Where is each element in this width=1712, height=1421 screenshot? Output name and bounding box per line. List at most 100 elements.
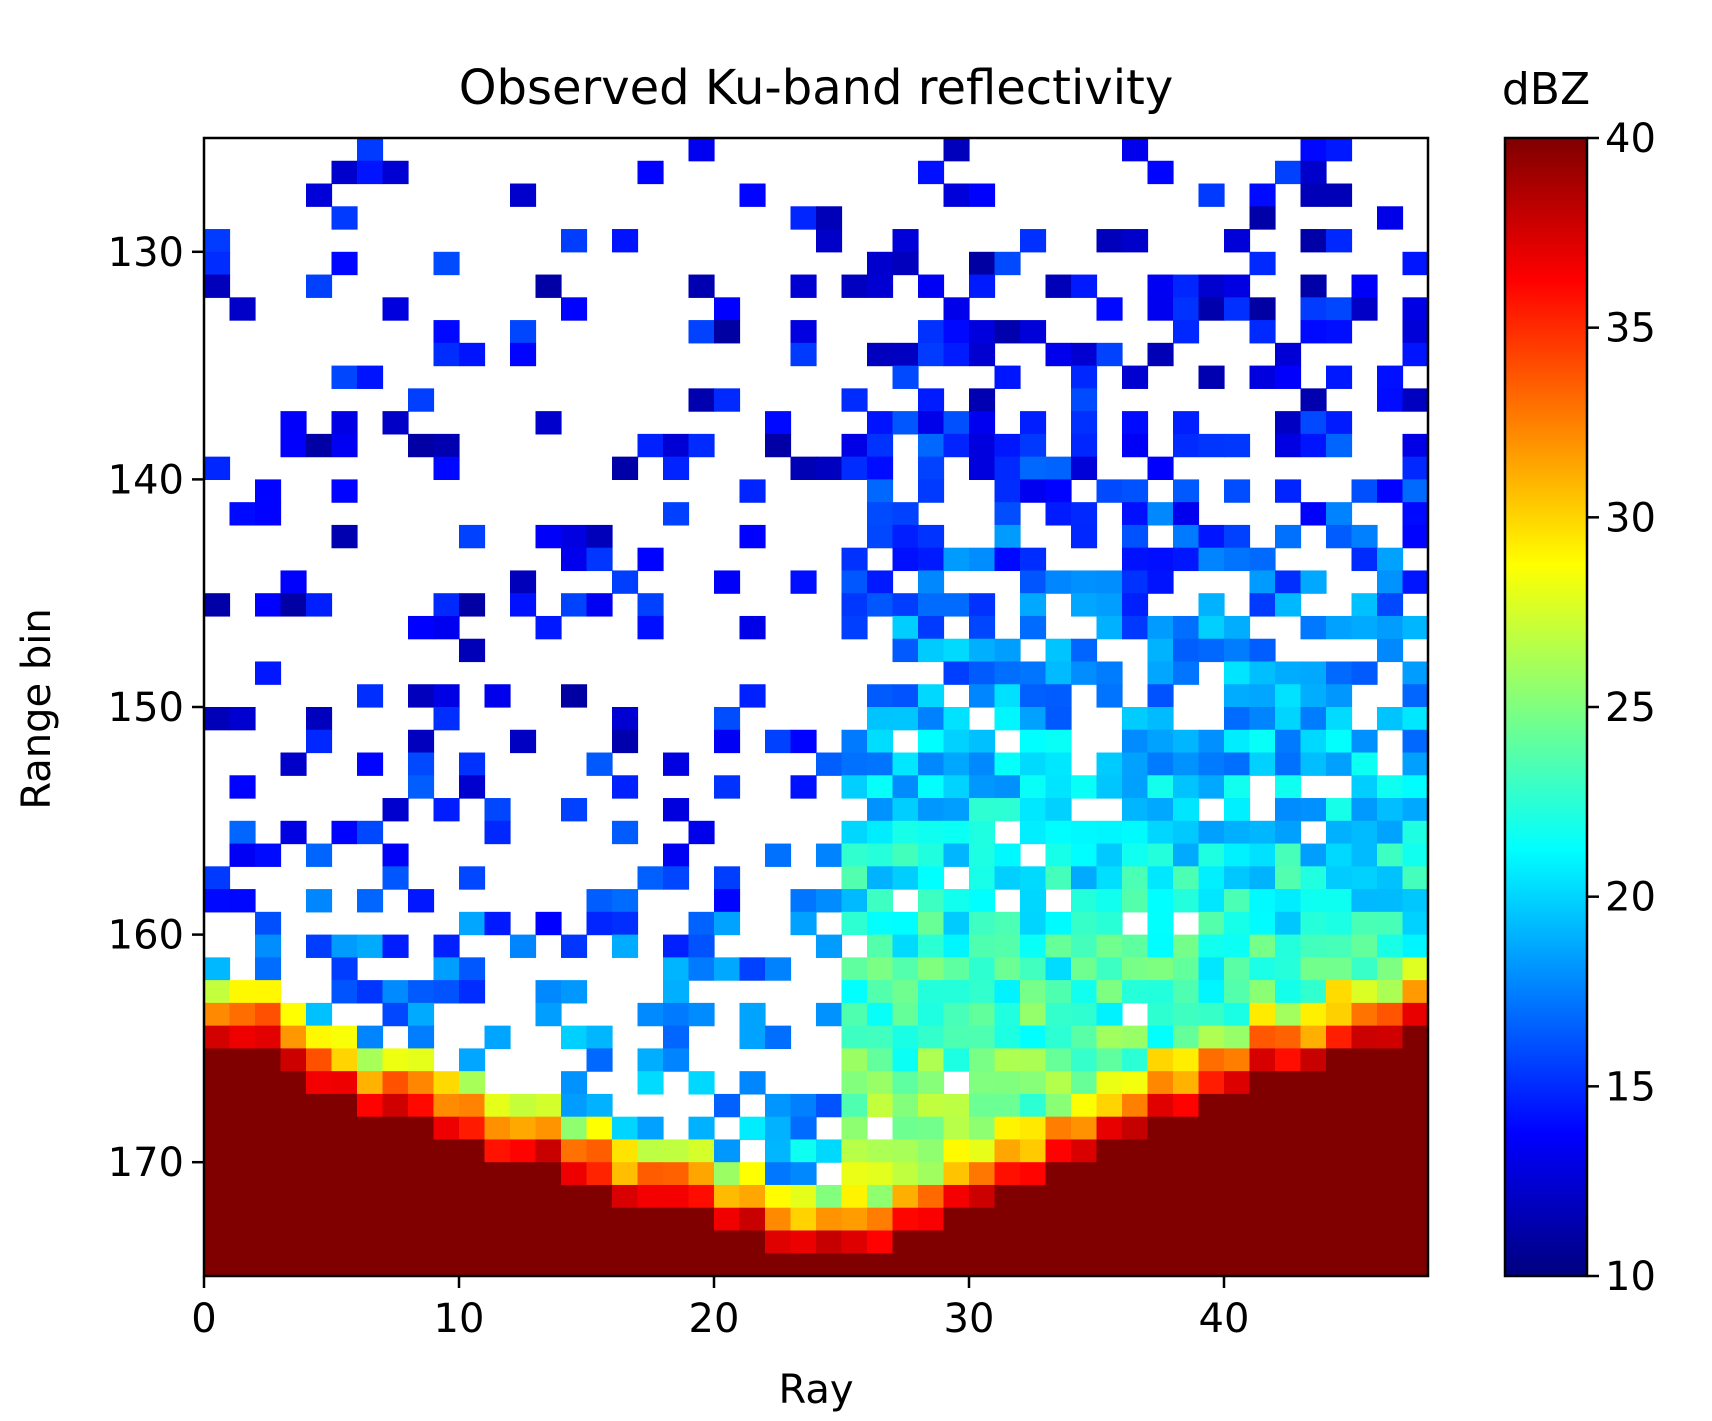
heatmap-cell xyxy=(1071,1093,1098,1118)
heatmap-cell xyxy=(1096,1139,1123,1163)
heatmap-cell xyxy=(459,980,486,1004)
heatmap-cell xyxy=(637,1002,664,1027)
heatmap-cell xyxy=(204,1207,231,1232)
heatmap-cell xyxy=(612,570,639,594)
heatmap-cell xyxy=(1045,798,1072,822)
heatmap-cell xyxy=(1275,1048,1302,1072)
heatmap-cell xyxy=(1045,934,1072,958)
heatmap-cell xyxy=(280,1253,307,1277)
heatmap-cell xyxy=(714,1230,741,1254)
heatmap-cell xyxy=(1377,1184,1404,1209)
heatmap-cell xyxy=(331,820,358,845)
heatmap-cell xyxy=(841,1025,868,1049)
heatmap-cell xyxy=(1122,1230,1149,1254)
heatmap-cell xyxy=(331,957,358,981)
y-axis-label: Range bin xyxy=(14,608,60,809)
heatmap-cell xyxy=(433,593,460,617)
heatmap-cell xyxy=(637,1230,664,1254)
heatmap-cell xyxy=(1249,1139,1276,1163)
heatmap-cell xyxy=(943,411,970,435)
heatmap-cell xyxy=(841,1230,868,1254)
heatmap-cell xyxy=(1300,934,1327,958)
heatmap-cell xyxy=(969,1139,996,1163)
heatmap-cell xyxy=(484,1253,511,1277)
heatmap-cell xyxy=(637,615,664,640)
heatmap-cell xyxy=(1173,866,1200,890)
heatmap-cell xyxy=(969,1207,996,1232)
heatmap-cell xyxy=(1377,1116,1404,1141)
heatmap-cell xyxy=(1147,1184,1174,1209)
heatmap-cell xyxy=(357,1071,384,1095)
heatmap-cell xyxy=(1122,1162,1149,1186)
heatmap-cell xyxy=(357,820,384,845)
heatmap-cell xyxy=(892,1071,919,1095)
heatmap-cell xyxy=(1249,820,1276,845)
heatmap-cell xyxy=(969,911,996,936)
heatmap-cell xyxy=(892,1025,919,1049)
heatmap-cell xyxy=(943,1048,970,1072)
heatmap-cell xyxy=(459,1139,486,1163)
heatmap-cell xyxy=(280,570,307,594)
heatmap-cell xyxy=(841,274,868,298)
heatmap-cell xyxy=(1071,775,1098,799)
heatmap-cell xyxy=(408,1048,435,1072)
heatmap-cell xyxy=(408,1253,435,1277)
heatmap-cell xyxy=(892,251,919,276)
heatmap-cell xyxy=(918,911,945,936)
heatmap-cell xyxy=(943,1139,970,1163)
heatmap-cell xyxy=(1045,1116,1072,1141)
heatmap-cell xyxy=(663,1184,690,1209)
heatmap-cell xyxy=(1300,1002,1327,1027)
heatmap-cell xyxy=(1351,843,1378,867)
heatmap-cell xyxy=(1198,775,1225,799)
heatmap-cell xyxy=(331,1253,358,1277)
heatmap-cell xyxy=(841,1253,868,1277)
heatmap-cell xyxy=(280,1207,307,1232)
heatmap-cell xyxy=(918,1116,945,1141)
heatmap-cell xyxy=(357,160,384,185)
y-ticks: 130 140 150 160 170 xyxy=(108,230,204,1186)
heatmap-cell xyxy=(255,957,282,981)
heatmap-cell xyxy=(1198,1116,1225,1141)
heatmap-cell xyxy=(1275,889,1302,913)
heatmap-cell xyxy=(1402,524,1429,549)
heatmap-cell xyxy=(255,1116,282,1141)
heatmap-cell xyxy=(1351,1025,1378,1049)
heatmap-cell xyxy=(841,775,868,799)
heatmap-cell xyxy=(918,707,945,731)
heatmap-cell xyxy=(280,593,307,617)
heatmap-cell xyxy=(1377,889,1404,913)
heatmap-cell xyxy=(1198,1002,1225,1027)
heatmap-cell xyxy=(1147,684,1174,708)
heatmap-cell xyxy=(1173,479,1200,503)
heatmap-cell xyxy=(204,1116,231,1141)
heatmap-cell xyxy=(433,798,460,822)
heatmap-cell xyxy=(969,183,996,207)
colorbar-tick-label: 30 xyxy=(1605,495,1656,541)
heatmap-cell xyxy=(535,274,562,298)
heatmap-cell xyxy=(790,889,817,913)
heatmap-cell xyxy=(1045,1071,1072,1095)
heatmap-cell xyxy=(1402,1230,1429,1254)
heatmap-cell xyxy=(382,1002,409,1027)
heatmap-cell xyxy=(867,775,894,799)
heatmap-cell xyxy=(1020,775,1047,799)
heatmap-cell xyxy=(1173,843,1200,867)
heatmap-cell xyxy=(382,1048,409,1072)
heatmap-cell xyxy=(229,843,256,867)
heatmap-cell xyxy=(943,775,970,799)
heatmap-cell xyxy=(229,1093,256,1118)
heatmap-cell xyxy=(1020,456,1047,480)
heatmap-cell xyxy=(1300,798,1327,822)
heatmap-cell xyxy=(204,1071,231,1095)
heatmap-cell xyxy=(1402,1116,1429,1141)
heatmap-cell xyxy=(892,1002,919,1027)
heatmap-cell xyxy=(943,1002,970,1027)
heatmap-cell xyxy=(1122,1207,1149,1232)
heatmap-cell xyxy=(637,547,664,572)
heatmap-cell xyxy=(306,1230,333,1254)
heatmap-cell xyxy=(1224,752,1251,776)
heatmap-cell xyxy=(1071,1048,1098,1072)
heatmap-cell xyxy=(1045,980,1072,1004)
heatmap-cell xyxy=(1122,1139,1149,1163)
